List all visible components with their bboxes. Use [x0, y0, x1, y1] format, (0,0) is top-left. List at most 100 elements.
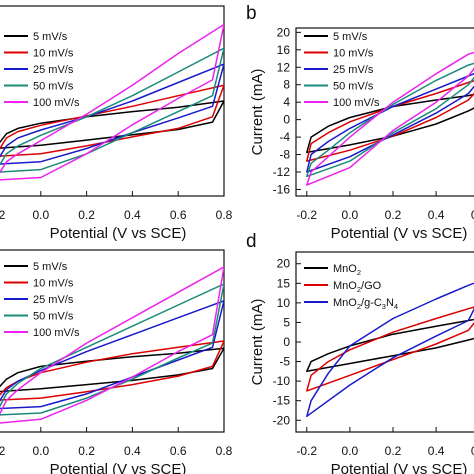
y-tick-label: 8 — [283, 78, 290, 92]
x-tick-label: 0.2 — [78, 208, 95, 222]
series-line-25-mv-s — [306, 72, 474, 173]
panel-d: -0.20.00.20.40.60.8-20-15-10-505101520Po… — [246, 231, 474, 474]
series-line-100-mv-s — [0, 23, 224, 181]
legend-label: 10 mV/s — [333, 48, 374, 60]
x-tick-label: 0.4 — [124, 208, 141, 222]
legend-label-part: N — [386, 297, 394, 309]
y-tick-label: 0 — [283, 335, 290, 349]
legend-label: 5 mV/s — [33, 261, 68, 273]
x-tick-label: 0.2 — [78, 444, 95, 458]
y-tick-label: 10 — [277, 296, 291, 310]
series-line-50-mv-s — [0, 283, 224, 416]
y-tick-label: -16 — [273, 182, 291, 196]
panel-a: -0.2 0.0 0.2 0.4 0.6 0.8 Potential (V vs SCE) 5… — [0, 5, 233, 242]
legend-label: 5 mV/s — [333, 31, 368, 43]
legend-label-part: 3 — [382, 302, 386, 311]
legend-label: 50 mV/s — [333, 81, 374, 93]
legend-label: 50 mV/s — [33, 81, 74, 93]
y-tick-label: -4 — [279, 130, 290, 144]
series-line-25-mv-s — [0, 300, 224, 410]
legend-label: 5 mV/s — [33, 31, 68, 43]
panel-letter: d — [246, 231, 257, 252]
legend-label: 100 mV/s — [333, 97, 380, 109]
y-tick-label: 20 — [277, 257, 291, 271]
y-tick-label: -12 — [273, 165, 291, 179]
legend-label-part: /GO — [361, 280, 382, 292]
x-axis-title: Potential (V vs SCE) — [50, 225, 187, 242]
y-tick-label: -15 — [273, 394, 291, 408]
x-tick-label: -0.2 — [296, 444, 317, 458]
series-line-5-mv-s — [0, 100, 224, 149]
legend: 5 mV/s 10 mV/s 25 mV/s 50 mV/s 100 mV/s — [4, 31, 80, 109]
legend-label: 100 mV/s — [33, 327, 80, 339]
x-tick-label: 0.0 — [32, 208, 49, 222]
x-tick-label: 0.2 — [385, 444, 402, 458]
series-line-50-mv-s — [306, 62, 474, 178]
legend-label: MnO2/GO — [333, 280, 382, 294]
legend-label: 25 mV/s — [333, 64, 374, 76]
panel-c: -0.2 0.0 0.2 0.4 0.6 0.8 Potential (V vs SCE) 5… — [0, 249, 233, 474]
legend-label: 100 mV/s — [33, 97, 80, 109]
legend-label-part: MnO — [333, 263, 357, 275]
curves — [0, 266, 224, 424]
x-tick-label: -0.2 — [0, 444, 6, 458]
x-axis-title: Potential (V vs SCE) — [50, 461, 187, 474]
series-line-100-mv-s — [0, 266, 224, 424]
legend-label: MnO2/g-C3N4 — [333, 297, 398, 311]
legend: 5 mV/s 10 mV/s 25 mV/s 50 mV/s 100 mV/s — [304, 31, 380, 109]
series-line-mno2 — [306, 318, 474, 373]
x-tick-label: 0.8 — [216, 208, 233, 222]
y-axis-title: Current (mA) — [249, 299, 266, 386]
legend-label: 25 mV/s — [33, 64, 74, 76]
series-line-100-mv-s — [306, 51, 474, 186]
curves — [0, 23, 224, 181]
x-tick-label: 0.2 — [385, 208, 402, 222]
x-tick-label: 0.4 — [428, 444, 445, 458]
legend-label-part: /g-C — [361, 297, 382, 309]
series-line-10-mv-s — [306, 80, 474, 162]
x-tick-label: 0.0 — [342, 444, 359, 458]
legend-label-part: MnO — [333, 297, 357, 309]
legend-label: 10 mV/s — [33, 278, 74, 290]
x-tick-label: 0.6 — [471, 208, 474, 222]
x-tick-label: 0.6 — [170, 208, 187, 222]
y-tick-label: 15 — [277, 276, 291, 290]
series-line-25-mv-s — [0, 63, 224, 165]
x-tick-label: 0.8 — [216, 444, 233, 458]
y-tick-label: -10 — [273, 374, 291, 388]
y-tick-label: 0 — [283, 113, 290, 127]
legend-label-part: 2 — [357, 285, 361, 294]
panel-b: -0.20.00.20.40.60.8-16-12-8-4048121620Po… — [246, 3, 474, 242]
x-tick-label: -0.2 — [0, 208, 6, 222]
legend: 5 mV/s 10 mV/s 25 mV/s 50 mV/s 100 mV/s — [4, 261, 80, 339]
legend-label: 10 mV/s — [33, 48, 74, 60]
x-tick-label: 0.6 — [471, 444, 474, 458]
x-axis-title: Potential (V vs SCE) — [331, 461, 468, 474]
y-tick-label: 16 — [277, 43, 291, 57]
y-axis-title: Current (mA) — [249, 69, 266, 156]
y-tick-label: -8 — [279, 148, 290, 162]
series-line-mno2-go — [306, 306, 474, 392]
legend-label-part: 2 — [357, 268, 361, 277]
curves — [306, 282, 474, 418]
series-line-10-mv-s — [0, 340, 224, 401]
x-tick-label: 0.0 — [32, 444, 49, 458]
legend-label-part: 4 — [394, 302, 398, 311]
legend-label-part: MnO — [333, 280, 357, 292]
curves — [306, 51, 474, 186]
x-tick-label: 0.0 — [342, 208, 359, 222]
y-tick-label: 12 — [277, 60, 291, 74]
y-tick-label: 20 — [277, 25, 291, 39]
series-line-5-mv-s — [306, 93, 474, 154]
legend-label: 50 mV/s — [33, 311, 74, 323]
legend-label: MnO2 — [333, 263, 361, 277]
x-tick-label: -0.2 — [296, 208, 317, 222]
series-line-50-mv-s — [0, 47, 224, 173]
series-line-mno2-g-c3n4 — [306, 282, 474, 418]
y-tick-label: 5 — [283, 315, 290, 329]
x-tick-label: 0.4 — [124, 444, 141, 458]
y-tick-label: -20 — [273, 413, 291, 427]
x-tick-label: 0.6 — [170, 444, 187, 458]
